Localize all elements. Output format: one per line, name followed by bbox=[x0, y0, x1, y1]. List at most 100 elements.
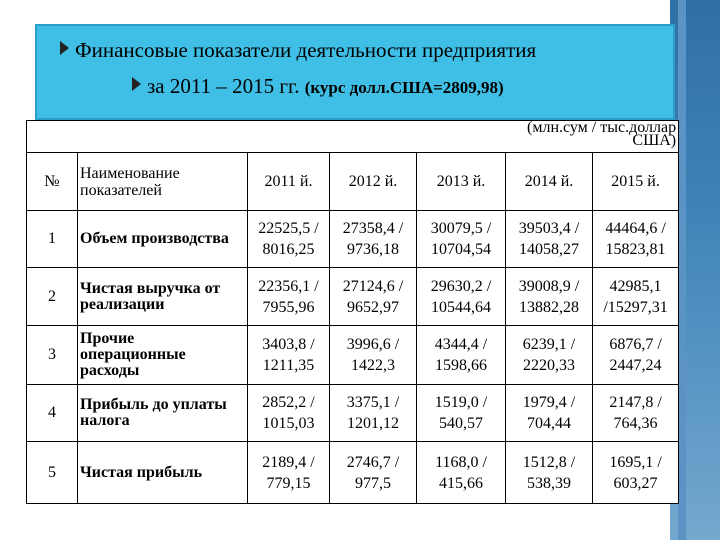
value-usd: 977,5 bbox=[355, 474, 391, 492]
slide-subtitle: за 2011 – 2015 гг. (курс долл.США=2809,9… bbox=[132, 74, 504, 99]
value-usd: 2220,33 bbox=[523, 357, 575, 374]
value-cell: 1168,0 / 415,66 bbox=[416, 441, 506, 504]
value-sum: 4344,4 / bbox=[434, 336, 488, 353]
value-usd: 10544,64 bbox=[431, 298, 491, 316]
value-cell: 27124,6 / 9652,97 bbox=[329, 267, 417, 326]
value-sum: 2852,2 / bbox=[262, 394, 315, 411]
value-usd: 10704,54 bbox=[431, 241, 491, 258]
header-year: 2014 й. bbox=[505, 152, 593, 211]
row-indicator-name: Объем производства bbox=[77, 210, 248, 268]
row-number: 1 bbox=[26, 210, 78, 268]
value-cell: 1979,4 / 704,44 bbox=[505, 384, 593, 442]
value-cell: 1512,8 / 538,39 bbox=[505, 441, 593, 504]
row-number: 5 bbox=[26, 441, 78, 504]
value-usd: 1015,03 bbox=[262, 415, 315, 432]
table-row: 4 Прибыль до уплаты налога 2852,2 / 1015,… bbox=[26, 384, 680, 442]
slide-title: Финансовые показатели деятельности предп… bbox=[60, 38, 536, 63]
units-note-line1: (млн.сум / тыс.доллар bbox=[527, 119, 677, 136]
bullet-arrow-icon bbox=[132, 77, 141, 91]
units-row: (млн.сум / тыс.доллар США) bbox=[25, 119, 680, 153]
units-note-line2: США) bbox=[632, 132, 677, 149]
value-usd: 1422,3 bbox=[351, 357, 395, 374]
header-year: 2015 й. bbox=[591, 152, 680, 211]
value-sum: 2147,8 / bbox=[609, 394, 662, 411]
value-usd: 764,36 bbox=[613, 415, 658, 432]
row-number: 2 bbox=[26, 267, 78, 326]
value-cell: 1695,1 / 603,27 bbox=[591, 441, 680, 504]
value-usd: 15823,81 bbox=[605, 241, 666, 258]
value-cell: 22356,1 / 7955,96 bbox=[247, 267, 330, 326]
table-row: 5 Чистая прибыль 2189,4 / 779,15 2746,7 /… bbox=[26, 441, 680, 504]
value-usd: 9652,97 bbox=[347, 298, 399, 316]
header-year: 2011 й. bbox=[247, 152, 330, 211]
value-sum: 22525,5 / bbox=[258, 220, 319, 237]
row-number: 3 bbox=[26, 325, 78, 385]
value-sum: 6876,7 / bbox=[609, 336, 662, 353]
value-cell: 2746,7 / 977,5 bbox=[329, 441, 417, 504]
value-sum: 1695,1 / bbox=[609, 453, 662, 471]
value-usd: 13882,28 bbox=[519, 298, 579, 316]
value-sum: 39503,4 / bbox=[518, 220, 580, 237]
value-usd: /15297,31 bbox=[603, 298, 668, 316]
value-cell: 39503,4 / 14058,27 bbox=[505, 210, 593, 268]
header-num: № bbox=[26, 152, 78, 211]
value-cell: 3996,6 / 1422,3 bbox=[329, 325, 417, 385]
value-usd: 538,39 bbox=[527, 474, 571, 492]
value-usd: 415,66 bbox=[439, 474, 483, 492]
value-cell: 2147,8 / 764,36 bbox=[591, 384, 680, 442]
value-usd: 1201,12 bbox=[347, 415, 399, 432]
value-usd: 8016,25 bbox=[262, 241, 315, 258]
value-sum: 30079,5 / bbox=[430, 220, 492, 237]
value-cell: 42985,1/15297,31 bbox=[591, 267, 680, 326]
header-year: 2012 й. bbox=[329, 152, 417, 211]
value-usd: 779,15 bbox=[266, 474, 311, 492]
value-cell: 6239,1 / 2220,33 bbox=[505, 325, 593, 385]
value-sum: 1979,4 / bbox=[522, 394, 576, 411]
value-sum: 22356,1 / bbox=[258, 277, 319, 295]
value-sum: 27124,6 / bbox=[342, 277, 404, 295]
value-sum: 44464,6 / bbox=[605, 220, 666, 237]
value-cell: 4344,4 / 1598,66 bbox=[416, 325, 506, 385]
value-sum: 42985,1 bbox=[609, 277, 662, 295]
value-cell: 39008,9 / 13882,28 bbox=[505, 267, 593, 326]
header-year: 2013 й. bbox=[416, 152, 506, 211]
row-indicator-name: Прибыль до уплаты налога bbox=[77, 384, 248, 442]
left-margin bbox=[0, 0, 30, 540]
value-sum: 39008,9 / bbox=[518, 277, 580, 295]
value-usd: 1211,35 bbox=[262, 357, 315, 374]
value-cell: 2852,2 / 1015,03 bbox=[247, 384, 330, 442]
value-usd: 603,27 bbox=[613, 474, 658, 492]
table-row: 3 Прочие операционные расходы 3403,8 / 12… bbox=[26, 325, 680, 385]
period-text: за 2011 – 2015 гг. bbox=[147, 74, 300, 98]
row-indicator-name: Прочие операционные расходы bbox=[77, 325, 248, 385]
side-band-strip bbox=[678, 0, 686, 540]
value-sum: 2746,7 / bbox=[346, 453, 400, 471]
value-cell: 2189,4 / 779,15 bbox=[247, 441, 330, 504]
value-cell: 27358,4 / 9736,18 bbox=[329, 210, 417, 268]
header-name: Наименование показателей bbox=[77, 152, 248, 211]
value-sum: 1512,8 / bbox=[522, 453, 576, 471]
row-indicator-name: Чистая выручка от реализации bbox=[77, 267, 248, 326]
value-cell: 22525,5 / 8016,25 bbox=[247, 210, 330, 268]
row-number: 4 bbox=[26, 384, 78, 442]
value-sum: 29630,2 / bbox=[430, 277, 492, 295]
value-cell: 1519,0 / 540,57 bbox=[416, 384, 506, 442]
value-sum: 3375,1 / bbox=[346, 394, 400, 411]
exchange-rate-text: (курс долл.США=2809,98) bbox=[304, 78, 504, 97]
value-sum: 2189,4 / bbox=[262, 453, 315, 471]
value-cell: 3375,1 / 1201,12 bbox=[329, 384, 417, 442]
value-usd: 704,44 bbox=[527, 415, 571, 432]
units-note: (млн.сум / тыс.доллар США) bbox=[25, 119, 680, 153]
value-usd: 9736,18 bbox=[347, 241, 399, 258]
title-banner bbox=[35, 24, 675, 120]
value-sum: 27358,4 / bbox=[342, 220, 404, 237]
value-sum: 1168,0 / bbox=[435, 453, 487, 471]
value-sum: 1519,0 / bbox=[434, 394, 488, 411]
value-cell: 6876,7 / 2447,24 bbox=[591, 325, 680, 385]
value-usd: 7955,96 bbox=[262, 298, 315, 316]
value-usd: 14058,27 bbox=[519, 241, 579, 258]
value-sum: 3996,6 / bbox=[346, 336, 400, 353]
value-usd: 540,57 bbox=[439, 415, 483, 432]
value-usd: 1598,66 bbox=[435, 357, 487, 374]
value-usd: 2447,24 bbox=[609, 357, 662, 374]
